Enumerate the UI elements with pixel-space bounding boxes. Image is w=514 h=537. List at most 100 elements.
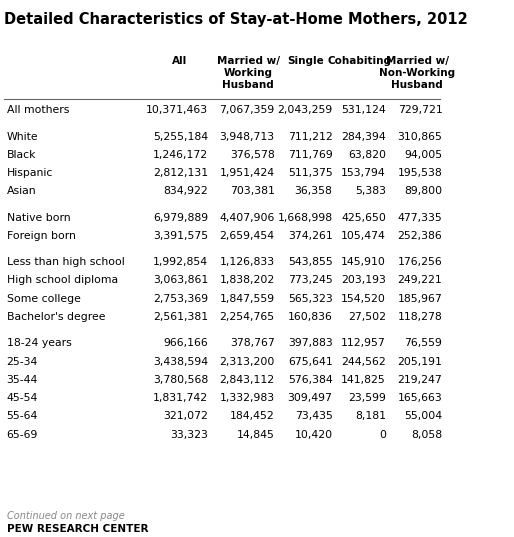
Text: 711,769: 711,769 [288, 150, 333, 160]
Text: 112,957: 112,957 [341, 338, 386, 349]
Text: Foreign born: Foreign born [7, 231, 76, 241]
Text: 8,058: 8,058 [411, 430, 443, 440]
Text: 3,063,861: 3,063,861 [153, 275, 208, 286]
Text: 27,502: 27,502 [348, 312, 386, 322]
Text: 511,375: 511,375 [288, 168, 333, 178]
Text: 966,166: 966,166 [163, 338, 208, 349]
Text: 1,246,172: 1,246,172 [153, 150, 208, 160]
Text: 160,836: 160,836 [288, 312, 333, 322]
Text: Continued on next page: Continued on next page [7, 511, 124, 521]
Text: PEW RESEARCH CENTER: PEW RESEARCH CENTER [7, 524, 148, 534]
Text: 145,910: 145,910 [341, 257, 386, 267]
Text: 118,278: 118,278 [398, 312, 443, 322]
Text: Some college: Some college [7, 294, 81, 304]
Text: Asian: Asian [7, 186, 36, 197]
Text: 576,384: 576,384 [288, 375, 333, 385]
Text: 94,005: 94,005 [405, 150, 443, 160]
Text: 1,668,998: 1,668,998 [278, 213, 333, 223]
Text: 2,254,765: 2,254,765 [219, 312, 275, 322]
Text: 8,181: 8,181 [355, 411, 386, 422]
Text: 153,794: 153,794 [341, 168, 386, 178]
Text: 36,358: 36,358 [295, 186, 333, 197]
Text: 176,256: 176,256 [398, 257, 443, 267]
Text: 23,599: 23,599 [348, 393, 386, 403]
Text: White: White [7, 132, 39, 142]
Text: 378,767: 378,767 [230, 338, 275, 349]
Text: 195,538: 195,538 [398, 168, 443, 178]
Text: All: All [172, 56, 188, 67]
Text: 1,332,983: 1,332,983 [219, 393, 275, 403]
Text: 18-24 years: 18-24 years [7, 338, 71, 349]
Text: 711,212: 711,212 [288, 132, 333, 142]
Text: 14,845: 14,845 [237, 430, 275, 440]
Text: 834,922: 834,922 [163, 186, 208, 197]
Text: 35-44: 35-44 [7, 375, 38, 385]
Text: 252,386: 252,386 [398, 231, 443, 241]
Text: 249,221: 249,221 [398, 275, 443, 286]
Text: 2,659,454: 2,659,454 [219, 231, 275, 241]
Text: Hispanic: Hispanic [7, 168, 53, 178]
Text: 2,313,200: 2,313,200 [219, 357, 275, 367]
Text: 0: 0 [379, 430, 386, 440]
Text: Bachelor's degree: Bachelor's degree [7, 312, 105, 322]
Text: 45-54: 45-54 [7, 393, 38, 403]
Text: 531,124: 531,124 [341, 105, 386, 115]
Text: 309,497: 309,497 [288, 393, 333, 403]
Text: Native born: Native born [7, 213, 70, 223]
Text: Cohabiting: Cohabiting [327, 56, 391, 67]
Text: 185,967: 185,967 [398, 294, 443, 304]
Text: 374,261: 374,261 [288, 231, 333, 241]
Text: 63,820: 63,820 [348, 150, 386, 160]
Text: 3,438,594: 3,438,594 [153, 357, 208, 367]
Text: High school diploma: High school diploma [7, 275, 118, 286]
Text: 5,255,184: 5,255,184 [153, 132, 208, 142]
Text: 310,865: 310,865 [397, 132, 443, 142]
Text: 89,800: 89,800 [405, 186, 443, 197]
Text: 25-34: 25-34 [7, 357, 38, 367]
Text: 4,407,906: 4,407,906 [219, 213, 275, 223]
Text: 376,578: 376,578 [230, 150, 275, 160]
Text: 1,847,559: 1,847,559 [219, 294, 275, 304]
Text: 2,812,131: 2,812,131 [153, 168, 208, 178]
Text: 184,452: 184,452 [230, 411, 275, 422]
Text: 397,883: 397,883 [288, 338, 333, 349]
Text: 1,126,833: 1,126,833 [219, 257, 275, 267]
Text: 203,193: 203,193 [341, 275, 386, 286]
Text: 55,004: 55,004 [405, 411, 443, 422]
Text: 219,247: 219,247 [398, 375, 443, 385]
Text: 1,831,742: 1,831,742 [153, 393, 208, 403]
Text: 105,474: 105,474 [341, 231, 386, 241]
Text: 703,381: 703,381 [230, 186, 275, 197]
Text: 3,391,575: 3,391,575 [153, 231, 208, 241]
Text: 2,561,381: 2,561,381 [153, 312, 208, 322]
Text: Detailed Characteristics of Stay-at-Home Mothers, 2012: Detailed Characteristics of Stay-at-Home… [5, 12, 468, 27]
Text: 1,951,424: 1,951,424 [219, 168, 275, 178]
Text: 565,323: 565,323 [288, 294, 333, 304]
Text: 2,843,112: 2,843,112 [219, 375, 275, 385]
Text: 2,043,259: 2,043,259 [278, 105, 333, 115]
Text: 1,992,854: 1,992,854 [153, 257, 208, 267]
Text: 33,323: 33,323 [170, 430, 208, 440]
Text: 76,559: 76,559 [405, 338, 443, 349]
Text: 477,335: 477,335 [398, 213, 443, 223]
Text: 10,371,463: 10,371,463 [146, 105, 208, 115]
Text: 6,979,889: 6,979,889 [153, 213, 208, 223]
Text: 675,641: 675,641 [288, 357, 333, 367]
Text: 3,948,713: 3,948,713 [219, 132, 275, 142]
Text: 321,072: 321,072 [163, 411, 208, 422]
Text: 55-64: 55-64 [7, 411, 38, 422]
Text: 2,753,369: 2,753,369 [153, 294, 208, 304]
Text: 165,663: 165,663 [398, 393, 443, 403]
Text: 543,855: 543,855 [288, 257, 333, 267]
Text: 284,394: 284,394 [341, 132, 386, 142]
Text: Married w/
Non-Working
Husband: Married w/ Non-Working Husband [379, 56, 455, 90]
Text: 7,067,359: 7,067,359 [219, 105, 275, 115]
Text: Less than high school: Less than high school [7, 257, 124, 267]
Text: 425,650: 425,650 [341, 213, 386, 223]
Text: Single: Single [287, 56, 324, 67]
Text: 244,562: 244,562 [341, 357, 386, 367]
Text: 10,420: 10,420 [295, 430, 333, 440]
Text: 205,191: 205,191 [397, 357, 443, 367]
Text: 154,520: 154,520 [341, 294, 386, 304]
Text: All mothers: All mothers [7, 105, 69, 115]
